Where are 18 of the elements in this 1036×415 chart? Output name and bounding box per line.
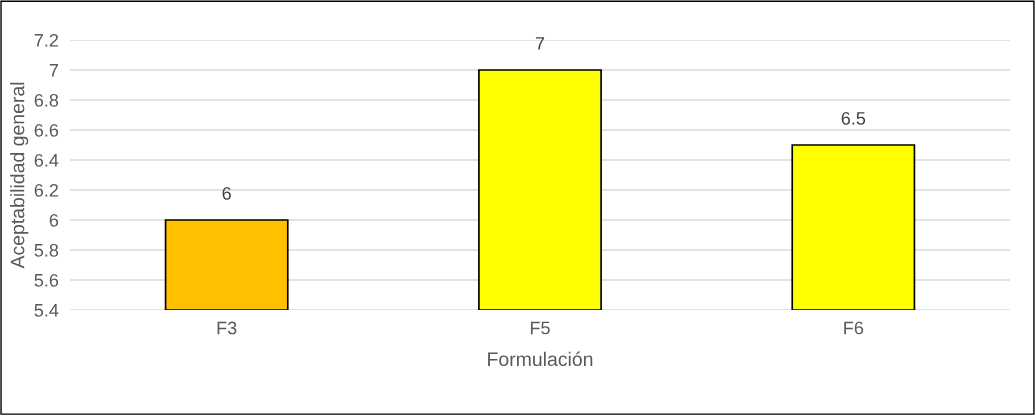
y-axis-title: Aceptabilidad general: [10, 82, 29, 269]
x-tick-label: F6: [844, 321, 864, 335]
y-tick-label: 5.4: [34, 304, 59, 317]
y-tick-label: 5.6: [34, 273, 59, 287]
y-tick-label: 6.2: [34, 183, 58, 197]
y-tick-label: 5.8: [34, 243, 59, 257]
y-tick-label: 7: [49, 64, 58, 77]
y-tick-label: 7.2: [34, 33, 58, 47]
x-axis-title: Formulación: [488, 351, 593, 367]
y-tick-label: 6.8: [34, 93, 59, 107]
y-tick-label: 6: [49, 213, 59, 227]
x-tick-label: F5: [530, 321, 550, 335]
data-label: 6: [222, 186, 231, 200]
data-label: 7: [535, 37, 545, 50]
data-label: 6.5: [841, 111, 866, 125]
y-tick-label: 6.4: [34, 153, 59, 167]
x-tick-label: F3: [217, 321, 237, 335]
y-tick-label: 6.6: [34, 123, 59, 137]
